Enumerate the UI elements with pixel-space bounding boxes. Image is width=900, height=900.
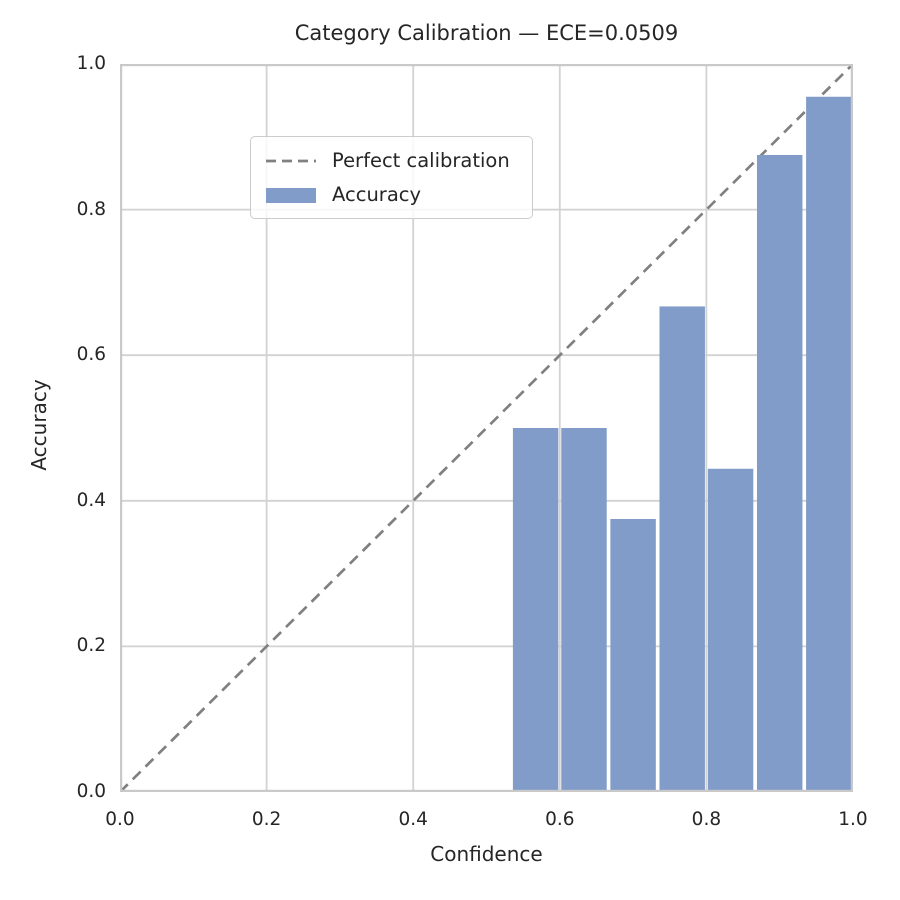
accuracy-bar-3 [659, 306, 705, 792]
y-tick-label: 0.4 [76, 489, 106, 511]
y-tick-label: 0.8 [76, 198, 106, 220]
accuracy-bar-0 [512, 428, 559, 792]
dashed-line-icon [266, 159, 316, 162]
color-patch-icon [266, 187, 316, 203]
plot-area: Perfect calibration Accuracy [120, 64, 853, 792]
accuracy-bar-5 [756, 155, 803, 792]
legend: Perfect calibration Accuracy [250, 136, 533, 219]
accuracy-bar-4 [707, 468, 754, 792]
x-tick-label: 0.2 [251, 809, 282, 830]
y-tick-label: 0.0 [76, 781, 106, 802]
x-tick-label: 0.6 [545, 809, 575, 830]
plot-border [120, 64, 853, 792]
legend-label-perfect-calibration: Perfect calibration [332, 149, 510, 172]
chart-title: Category Calibration — ECE=0.0509 [294, 21, 679, 45]
legend-label-accuracy: Accuracy [332, 183, 422, 206]
plot-canvas [120, 64, 853, 792]
accuracy-bar-1 [561, 428, 607, 792]
x-axis-label: Confidence [430, 842, 543, 866]
x-tick-label: 1.0 [838, 809, 868, 830]
x-tick-label: 0.4 [398, 809, 428, 830]
accuracy-bar-6 [806, 96, 852, 792]
legend-item-perfect-calibration: Perfect calibration [265, 145, 510, 176]
accuracy-bar-2 [610, 519, 656, 792]
y-tick-label: 0.2 [76, 635, 106, 657]
x-tick-label: 0.8 [691, 809, 722, 830]
accuracy-color-patch [266, 187, 316, 203]
legend-item-accuracy: Accuracy [265, 179, 510, 210]
y-tick-label: 1.0 [76, 53, 106, 74]
x-tick-label: 0.0 [105, 809, 135, 830]
perfect-calibration-line [120, 64, 853, 792]
y-tick-label: 0.6 [76, 344, 106, 366]
y-axis-label: Accuracy [27, 379, 51, 471]
